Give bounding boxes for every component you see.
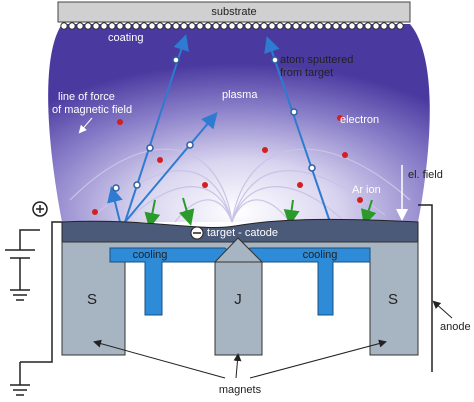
- coating-atom: [324, 22, 332, 30]
- coating-atom: [100, 22, 108, 30]
- magnet-body: [61, 241, 419, 356]
- pole-label: J: [234, 291, 242, 308]
- coating-atom: [188, 22, 196, 30]
- electrons: [92, 115, 363, 215]
- coating-atom: [212, 22, 220, 30]
- substrate-box: [57, 1, 411, 23]
- anode-label: anode: [440, 321, 471, 333]
- coating-atom: [132, 22, 140, 30]
- coating-atom: [156, 22, 164, 30]
- coating-atom: [172, 22, 180, 30]
- coating-atom: [372, 22, 380, 30]
- coating-atom: [84, 22, 92, 30]
- coating-atom: [236, 22, 244, 30]
- coating-atom: [196, 22, 204, 30]
- coating-atom: [268, 22, 276, 30]
- coating-atom: [348, 22, 356, 30]
- coating-atom: [276, 22, 284, 30]
- coating-atom: [316, 22, 324, 30]
- coating-atom: [76, 22, 84, 30]
- coating-atom: [180, 22, 188, 30]
- coating-atom: [92, 22, 100, 30]
- target-label: target - catode: [207, 227, 278, 239]
- atom-paths: [107, 34, 331, 223]
- coating-atom: [260, 22, 268, 30]
- atoms: [112, 56, 316, 192]
- ion-label: Ar ion: [352, 184, 381, 196]
- coating-atom: [300, 22, 308, 30]
- coating-atom: [252, 22, 260, 30]
- coating-atom: [68, 22, 76, 30]
- field-label: of magnetic field: [52, 104, 132, 116]
- target-plate: [61, 218, 419, 243]
- coating-atom: [164, 22, 172, 30]
- pole-label: S: [388, 291, 398, 308]
- cooling-label: cooling: [303, 249, 338, 261]
- coating-atom: [116, 22, 124, 30]
- coating-atom: [60, 22, 68, 30]
- coating-atom: [124, 22, 132, 30]
- coating-atom: [204, 22, 212, 30]
- atom-label: atom sputtered: [280, 54, 353, 66]
- coating-atoms: [60, 22, 404, 30]
- coating-atom: [356, 22, 364, 30]
- coating-atom: [340, 22, 348, 30]
- coating-atom: [228, 22, 236, 30]
- coating-atom: [140, 22, 148, 30]
- field-label: line of force: [58, 91, 115, 103]
- coating-atom: [108, 22, 116, 30]
- substrate-label: substrate: [211, 6, 256, 18]
- coating-atom: [396, 22, 404, 30]
- coating-atom: [244, 22, 252, 30]
- coating-atom: [148, 22, 156, 30]
- coating-atom: [380, 22, 388, 30]
- ions: [144, 197, 377, 229]
- coating-atom: [388, 22, 396, 30]
- electron-label: electron: [340, 114, 379, 126]
- magnet-arrows: [93, 339, 387, 379]
- coating-atom: [364, 22, 372, 30]
- atom-label: from target: [280, 67, 333, 79]
- center-pole-tip: [213, 237, 264, 263]
- cooling-label: cooling: [133, 249, 168, 261]
- coating-atom: [292, 22, 300, 30]
- coating-atom: [332, 22, 340, 30]
- coating-atom: [308, 22, 316, 30]
- coating-label: coating: [108, 32, 143, 44]
- coating-atom: [220, 22, 228, 30]
- plasma-label: plasma: [222, 89, 258, 101]
- coating-atom: [284, 22, 292, 30]
- plasma-glow: [48, 24, 430, 222]
- circuit: [5, 201, 433, 396]
- pole-label: S: [87, 291, 97, 308]
- magnets-label: magnets: [219, 384, 262, 396]
- el-field-label: el. field: [408, 169, 443, 181]
